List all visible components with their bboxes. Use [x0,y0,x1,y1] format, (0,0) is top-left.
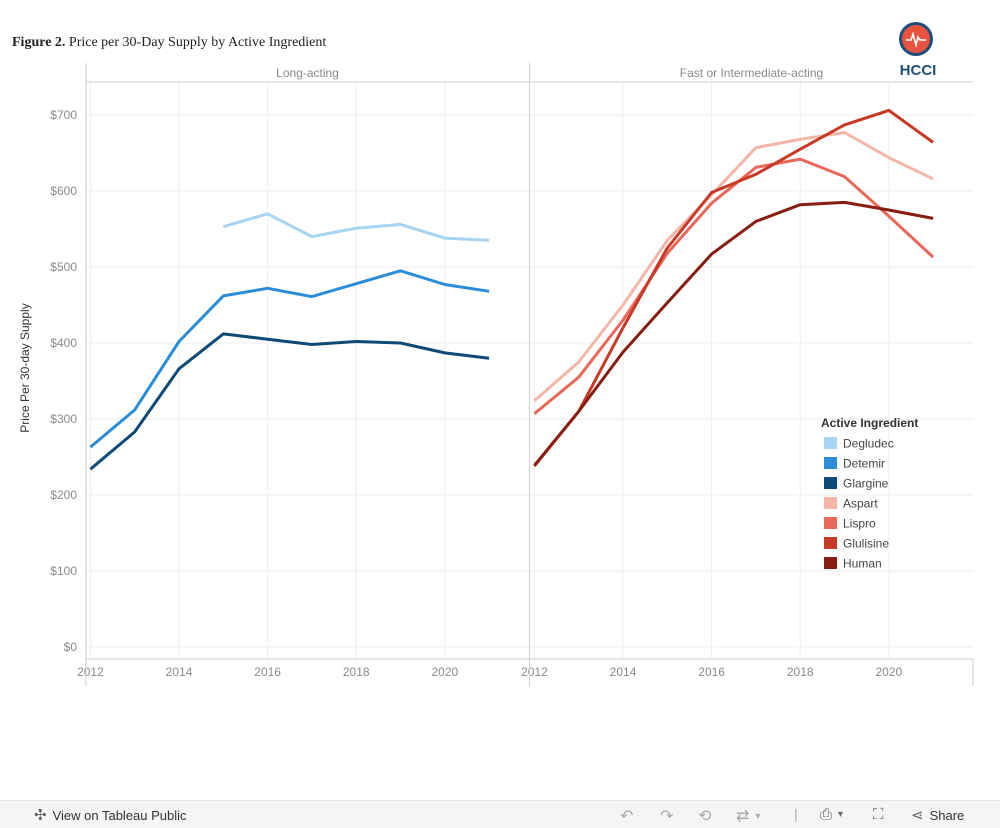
series-line-lispro [533,157,935,415]
series-line-degludec [222,212,490,242]
legend-label-degludec: Degludec [843,437,894,451]
legend-swatch-glulisine [824,537,837,549]
fullscreen-button[interactable]: ⛶ [873,806,884,823]
legend-label-glargine: Glargine [843,477,889,491]
share-icon: ⋖ [911,807,924,824]
series-line-glargine [89,332,490,471]
fullscreen-icon: ⛶ [873,806,884,823]
revert-icon: ⟲ [698,808,712,825]
legend-swatch-degludec [824,437,837,449]
x-tick-label: 2020 [875,665,902,679]
redo-icon: ↷ [660,808,674,825]
view-on-tableau-link[interactable]: ✣ View on Tableau Public [34,806,187,824]
legend-swatch-detemir [824,457,837,469]
legend-label-detemir: Detemir [843,457,885,471]
series-line-detemir [89,269,490,449]
legend-label-lispro: Lispro [843,517,876,531]
share-button[interactable]: ⋖ Share [911,806,964,824]
tableau-icon: ✣ [34,807,47,824]
download-button[interactable]: ⎙ ▾ [820,806,843,823]
legend-label-human: Human [843,557,882,571]
y-tick-label: $700 [50,108,77,122]
x-tick-label: 2016 [254,665,281,679]
y-tick-label: $400 [50,336,77,350]
series-line-aspart [533,131,934,402]
download-icon: ⎙ [820,806,833,823]
legend-title: Active Ingredient [821,416,918,430]
hcci-logo: HCCI [893,20,943,80]
figure-label: Figure 2. [12,35,66,50]
panel-title: Long-acting [276,66,339,80]
x-tick-label: 2014 [166,665,193,679]
panel-title: Fast or Intermediate-acting [680,66,823,80]
refresh-icon: ⇄ [736,808,750,825]
share-label: Share [929,807,965,823]
dropdown-icon: ▾ [755,810,761,822]
separator: | [794,806,798,822]
view-on-tableau-label: View on Tableau Public [52,807,187,823]
revert-button[interactable]: ⟲ [698,806,711,826]
y-tick-label: $500 [50,260,77,274]
x-tick-label: 2016 [698,665,725,679]
line-chart: $0 $100 $200 $300 $400 $500 $600 $700 Long-actin… [18,63,974,686]
y-tick-label: $0 [64,640,78,654]
x-tick-label: 2018 [343,665,370,679]
x-tick-label: 2012 [77,665,104,679]
legend-swatch-human [824,557,837,569]
x-tick-label: 2018 [787,665,814,679]
y-tick-label: $200 [50,488,77,502]
y-tick-label: $600 [50,184,77,198]
logo-text: HCCI [899,62,937,79]
y-tick-label: $100 [50,564,77,578]
redo-button[interactable]: ↷ [660,806,673,826]
figure-title: Figure 2. Price per 30-Day Supply by Act… [12,35,326,51]
download-dropdown-icon: ▾ [838,809,844,820]
refresh-button[interactable]: ⇄ ▾ [736,806,760,826]
legend-label-glulisine: Glulisine [843,537,889,551]
legend-swatch-aspart [824,497,837,509]
y-tick-label: $300 [50,412,77,426]
legend-swatch-glargine [824,477,837,489]
x-tick-label: 2014 [610,665,637,679]
tableau-toolbar: ✣ View on Tableau Public ↶ ↷ ⟲ ⇄ ▾ | ⎙ ▾ ⛶… [0,800,1000,828]
y-axis-label: Price Per 30-day Supply [18,303,32,432]
series-line-human [533,200,934,467]
series-line-glulisine [533,108,934,468]
logo-heartbeat-icon [902,25,930,53]
undo-icon: ↶ [620,808,634,825]
legend-swatch-lispro [824,517,837,529]
undo-button[interactable]: ↶ [620,806,633,826]
x-tick-label: 2012 [521,665,548,679]
legend-label-aspart: Aspart [843,497,878,511]
x-tick-label: 2020 [431,665,458,679]
figure-title-text: Price per 30-Day Supply by Active Ingred… [68,35,327,50]
